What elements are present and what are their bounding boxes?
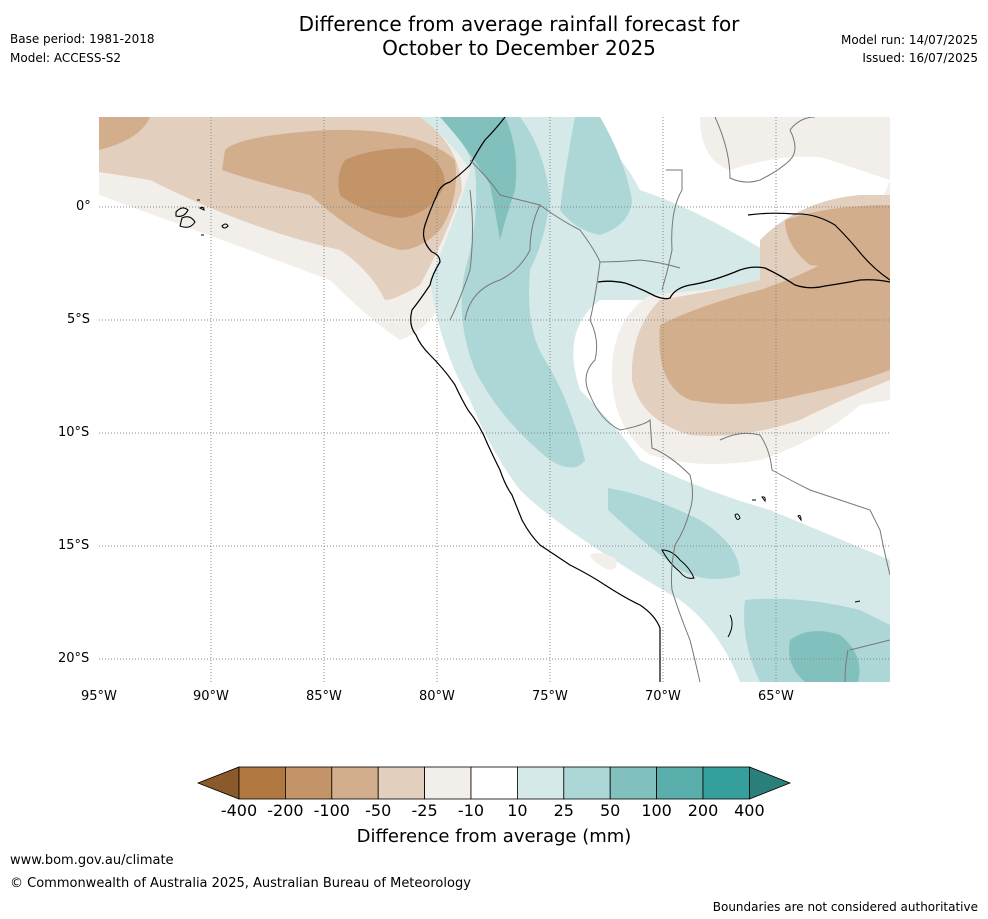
lat-label-10s: 10°S [58,425,90,440]
wet-blob-se-50 [789,631,860,682]
colorbar-tick-label: -50 [365,801,392,820]
amazon-river [597,266,890,300]
colorbar-label: Difference from average (mm) [356,826,632,847]
dry-region-nw-50 [99,117,150,150]
colorbar-swatch [284,766,333,800]
graticule [99,117,890,682]
colorbar-tick-label: 25 [553,801,574,820]
wet-band-25 [440,117,585,468]
lat-label-20s: 20°S [58,651,90,666]
lon-label-90w: 90°W [193,689,229,704]
dry-region-east-50-north [785,205,890,267]
lon-label-65w: 65°W [758,689,794,704]
colorbar-tick-label: 100 [641,801,672,820]
galapagos-islands [175,199,229,236]
lat-label-15s: 15°S [58,538,90,553]
lon-label-85w: 85°W [306,689,342,704]
coastline [410,117,661,682]
colorbar-swatch [377,766,426,800]
colorbar-tick-label: -100 [313,801,350,820]
country-borders [449,117,890,682]
wet-band-50-north [440,117,517,240]
colorbar-swatch [563,766,611,800]
dry-blob-small [590,553,617,570]
wet-blob-south [608,488,740,579]
colorbar-tick-label: -10 [457,801,485,820]
colorbar-tick-label: 200 [687,801,719,820]
colorbar-swatch [656,766,704,800]
colorbar-swatch [331,766,379,800]
base-period-label: Base period: 1981-2018 [10,32,155,46]
north-coast [747,212,890,281]
colorbar-tick-label: -400 [220,801,258,820]
lat-label-0: 0° [76,199,91,214]
colorbar-swatch [470,766,518,800]
colorbar-extend-high [749,766,792,800]
colorbar-tick-label: 400 [734,801,765,820]
lon-label-70w: 70°W [645,689,681,704]
title-line-2: October to December 2025 [382,36,656,60]
colorbar-extend-low [196,766,240,800]
lon-label-95w: 95°W [81,689,117,704]
model-run-label: Model run: 14/07/2025 [840,33,978,47]
lake-titicaca [661,549,695,579]
footer-copyright: © Commonwealth of Australia 2025, Austra… [10,876,471,891]
lon-label-75w: 75°W [532,689,568,704]
dry-region-east-50 [659,230,890,404]
lon-label-80w: 80°W [419,689,455,704]
issued-label: Issued: 16/07/2025 [862,51,978,65]
colorbar-swatch [609,766,658,800]
colorbar-swatch [702,766,750,800]
colorbar-tick-label: -25 [411,801,438,820]
lat-label-5s: 5°S [67,312,91,327]
rainfall-contours [99,117,890,682]
colorbar-tick-label: -200 [267,801,304,820]
colorbar-tick-label: 10 [507,801,528,820]
wet-band-25-north [560,117,632,235]
dry-region-nw-100 [338,148,445,218]
inland-lakes [727,496,861,638]
colorbar-tick-label: 50 [600,801,621,820]
footer-url[interactable]: www.bom.gov.au/climate [10,853,174,868]
boundary-disclaimer: Boundaries are not considered authoritat… [712,900,978,914]
colorbar-swatch [517,766,565,800]
model-label: Model: ACCESS-S2 [10,51,122,65]
colorbar-swatch [424,766,472,800]
map-title: Difference from average rainfall forecas… [0,12,988,60]
title-line-1: Difference from average rainfall forecas… [298,12,740,36]
colorbar-swatch [238,766,286,800]
